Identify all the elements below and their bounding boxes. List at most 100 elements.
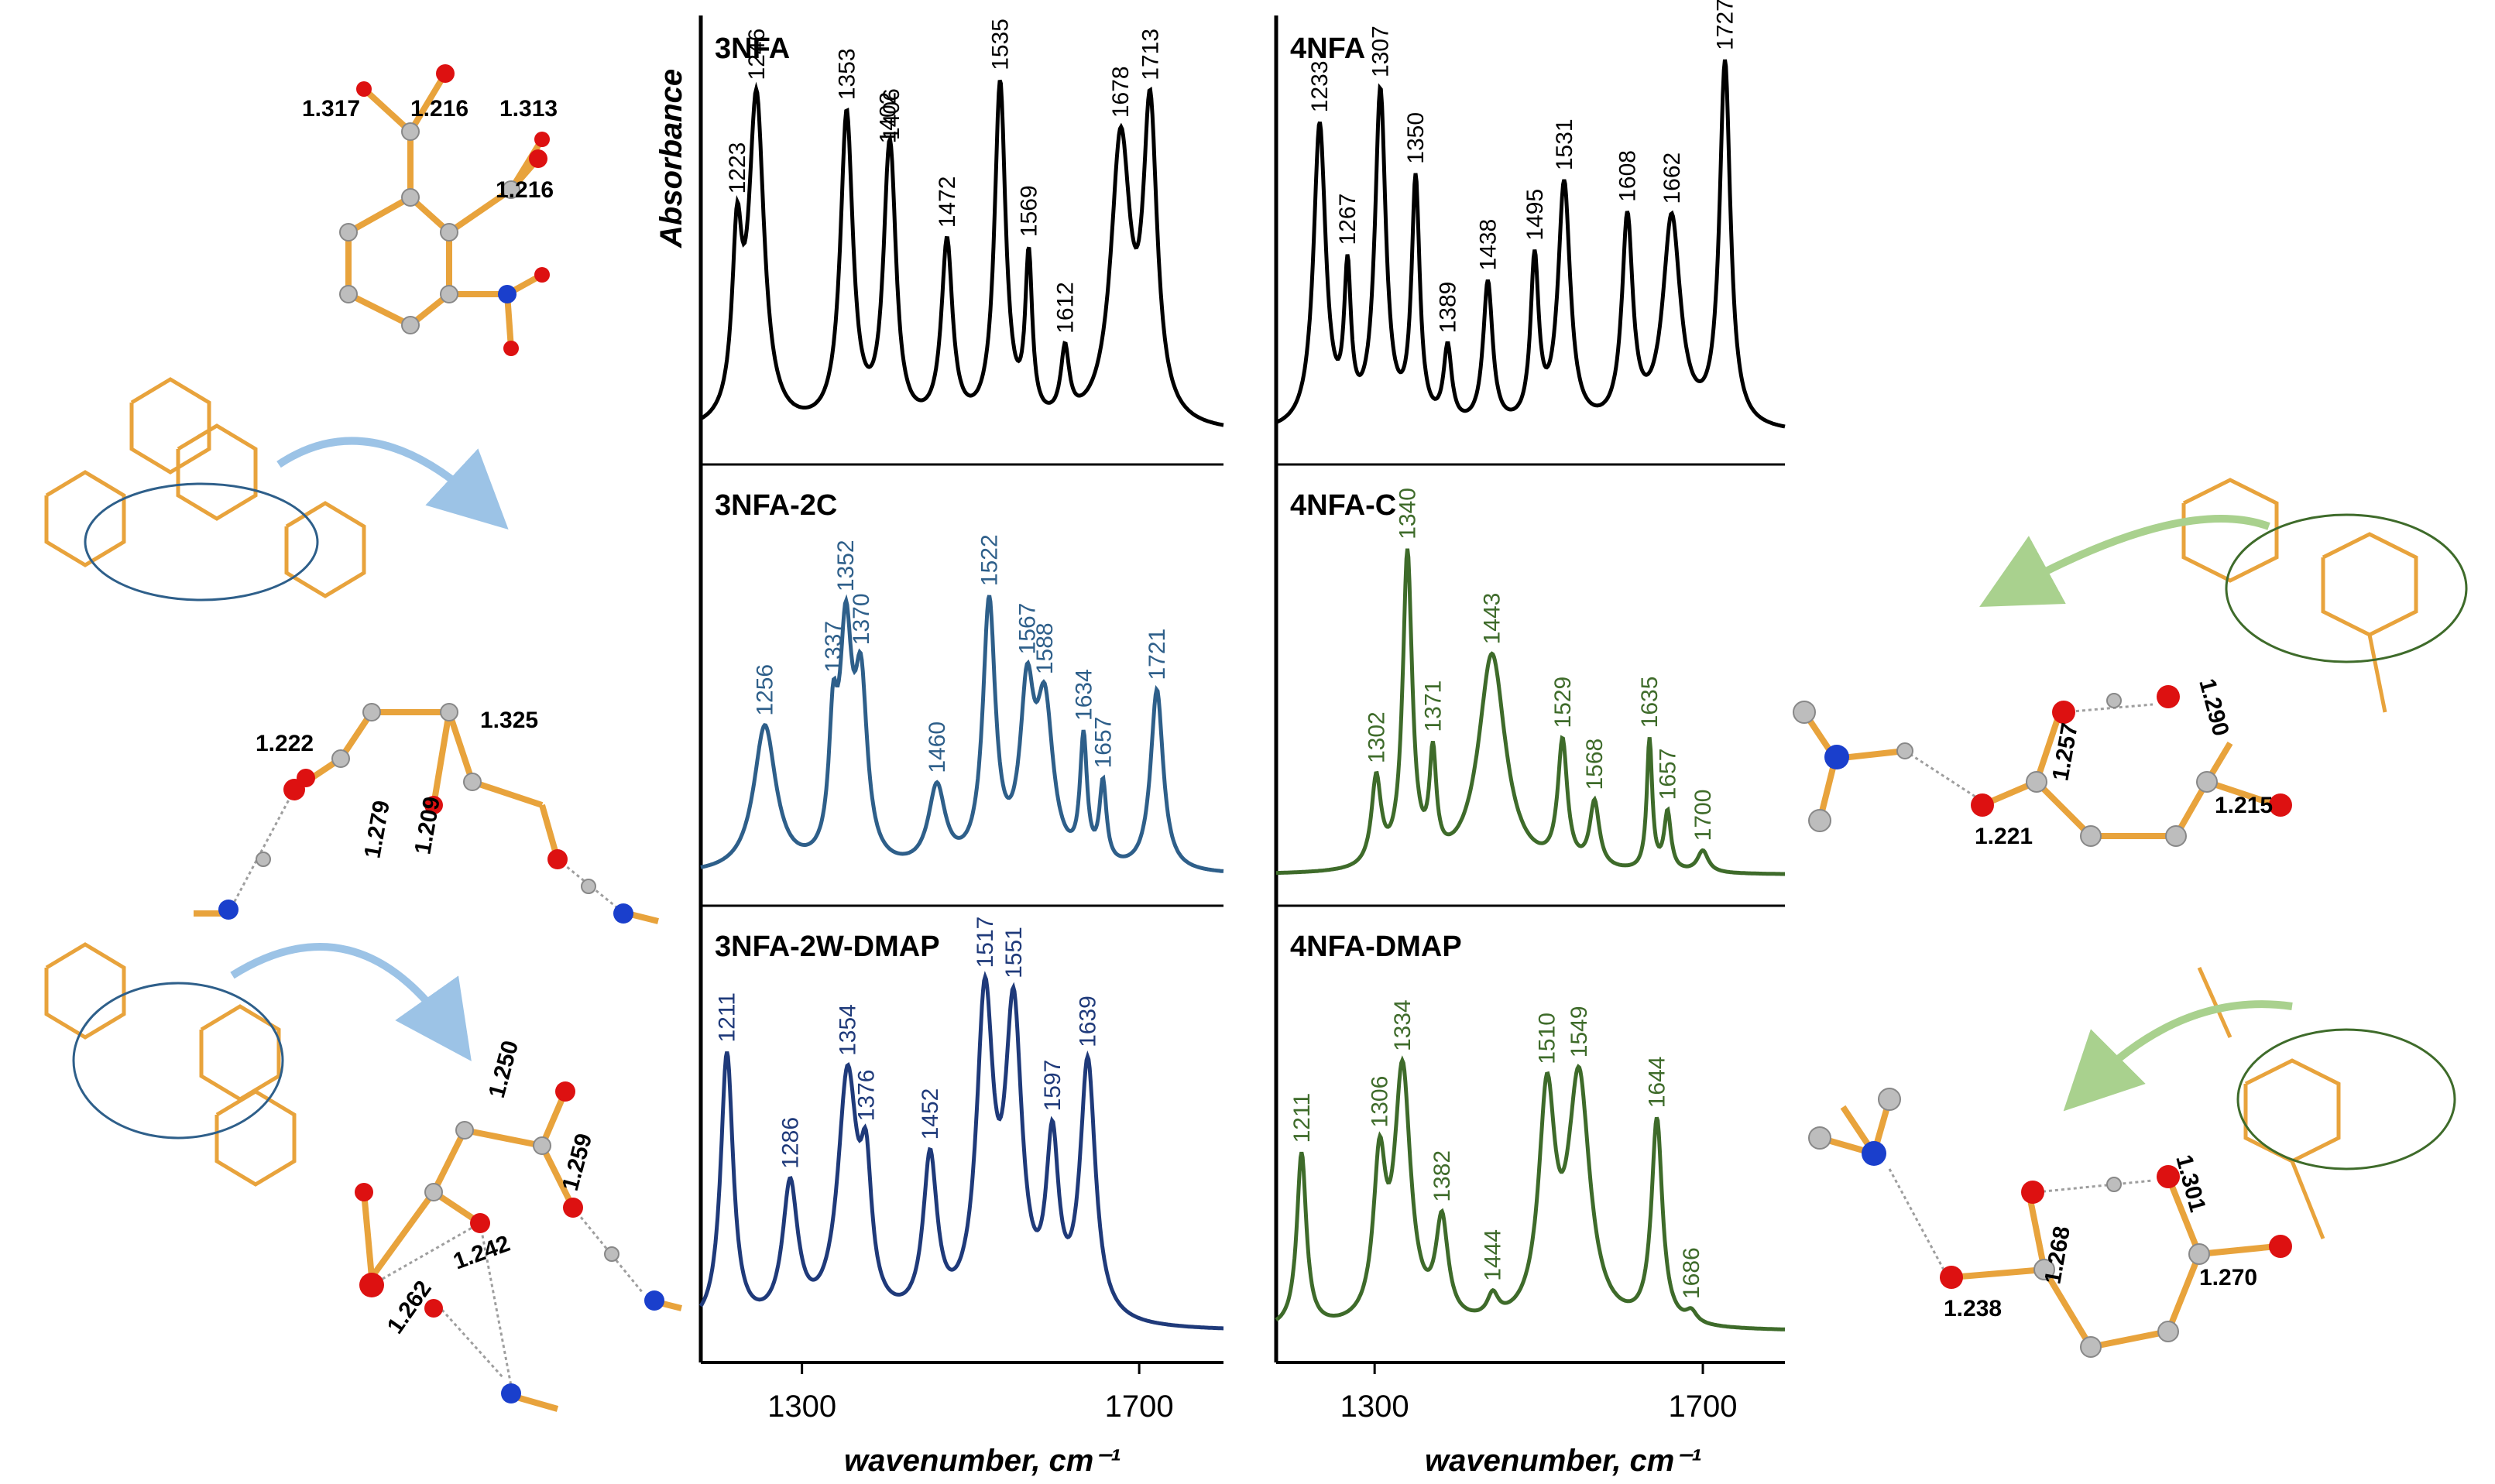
peak-label: 1517 — [973, 917, 998, 968]
bond-label: 1.317 — [302, 96, 360, 122]
peak-label: 1495 — [1522, 189, 1548, 241]
bond-label: 1.290 — [2194, 676, 2233, 739]
peak-label: 1568 — [1582, 739, 1608, 790]
structure-3nfa: 1.317 1.216 1.313 1.216 — [302, 64, 558, 356]
peak-label: 1686 — [1679, 1247, 1704, 1299]
peak-label: 1721 — [1145, 629, 1170, 680]
peak-label: 1522 — [976, 534, 1002, 586]
peak-label: 1713 — [1138, 29, 1163, 81]
peak-label: 1382 — [1429, 1150, 1455, 1202]
peak-label: 1438 — [1475, 219, 1501, 271]
peak-label: 1535 — [987, 19, 1013, 70]
peak-label: 1246 — [744, 29, 770, 81]
peak-label: 1337 — [821, 621, 846, 673]
peak-label: 1639 — [1076, 996, 1101, 1047]
peak-label: 1452 — [918, 1088, 943, 1140]
peak-label: 1267 — [1335, 194, 1361, 245]
peak-label: 1444 — [1481, 1229, 1506, 1281]
peak-label: 1286 — [777, 1117, 803, 1169]
panel-title: 4NFA-DMAP — [1290, 930, 1462, 963]
spectrum-line — [699, 79, 1224, 427]
peak-label: 1406 — [879, 88, 904, 140]
spectrum-line — [1275, 1055, 1785, 1331]
spectrum-line — [1276, 548, 1785, 876]
peak-label: 1597 — [1040, 1060, 1066, 1112]
peak-label: 1302 — [1364, 711, 1389, 763]
structure-4nfa-dmap: 1.301 1.268 1.238 1.270 — [1808, 966, 2456, 1358]
peak-label: 1334 — [1390, 999, 1416, 1051]
bond-label: 1.279 — [359, 799, 395, 861]
panel-title: 3NFA — [715, 33, 790, 65]
peak-label: 1353 — [834, 48, 860, 100]
bond-label: 1.270 — [2199, 1265, 2257, 1290]
bond-label: 1.268 — [2040, 1225, 2075, 1287]
panel-title: 4NFA-C — [1290, 489, 1396, 522]
peak-label: 1657 — [1090, 717, 1116, 769]
spectrum-panel: 4NFA-DMAP 1211 1306 1334 1382 1444 1510 1549 164… — [1275, 930, 1785, 1331]
peak-label: 1634 — [1071, 669, 1096, 721]
peak-label: 1644 — [1645, 1057, 1670, 1109]
bond-label: 1.216 — [496, 177, 554, 203]
peak-label: 1529 — [1550, 677, 1576, 728]
peak-label: 1211 — [715, 992, 740, 1043]
bond-label: 1.313 — [499, 96, 558, 122]
peak-label: 1608 — [1615, 150, 1641, 202]
structure-4nfa-c: 1.257 1.290 1.221 1.215 — [1793, 478, 2468, 849]
panel-title: 3NFA-2W-DMAP — [715, 930, 940, 963]
bond-label: 1.238 — [1944, 1296, 2002, 1321]
bond-label: 1.221 — [1975, 824, 2033, 849]
peak-label: 1402 — [876, 92, 901, 144]
x-tick-label: 1300 — [1340, 1390, 1409, 1424]
peak-label: 1678 — [1108, 66, 1134, 118]
peak-label: 1211 — [1289, 1093, 1315, 1143]
peak-label: 1588 — [1032, 622, 1058, 674]
peak-label: 1531 — [1552, 118, 1577, 170]
bond-label: 1.209 — [410, 795, 445, 857]
x-axis-label-left: wavenumber, cm⁻¹ — [844, 1444, 1121, 1478]
bond-label: 1.215 — [2215, 793, 2273, 818]
peak-label: 1569 — [1017, 185, 1042, 237]
structure-3nfa-2c: 1.222 1.279 1.209 1.325 — [44, 377, 659, 924]
peak-label: 1727 — [1713, 0, 1738, 50]
peak-label: 1551 — [1001, 927, 1027, 978]
peak-label: 1256 — [753, 664, 778, 716]
spectrum-line — [1275, 59, 1786, 429]
peak-label: 1389 — [1435, 282, 1460, 334]
peak-label: 1549 — [1567, 1006, 1592, 1057]
peak-label: 1443 — [1480, 593, 1505, 645]
panel-title: 3NFA-2C — [715, 489, 837, 522]
peak-label: 1662 — [1659, 153, 1685, 204]
peak-label: 1700 — [1690, 790, 1716, 841]
peak-label: 1307 — [1368, 26, 1394, 77]
spectrum-line — [700, 594, 1224, 873]
peak-label: 1306 — [1368, 1076, 1393, 1128]
bond-label: 1.250 — [484, 1038, 523, 1101]
panel-title: 4NFA — [1290, 33, 1365, 65]
bond-label: 1.222 — [256, 731, 314, 756]
x-tick-label: 1700 — [1669, 1390, 1738, 1424]
spectrum-panel: 3NFA-2W-DMAP 1211 1286 1354 1376 1452 1517 1551… — [698, 917, 1223, 1331]
peak-label: 1567 — [1014, 603, 1040, 655]
structure-3nfa-2w-dmap: 1.250 1.259 1.262 1.242 — [44, 942, 682, 1412]
x-tick-label: 1700 — [1105, 1390, 1174, 1424]
peak-label: 1376 — [853, 1069, 879, 1121]
peak-label: 1510 — [1535, 1013, 1560, 1064]
peak-label: 1223 — [725, 142, 750, 194]
bond-label: 1.325 — [480, 708, 538, 733]
x-axis-label-right: wavenumber, cm⁻¹ — [1425, 1444, 1701, 1478]
spectra-panels: 1300 1700 1300 1700 3NFA 1223 1246 1353 14021406… — [698, 0, 1786, 1424]
y-axis-label: Absorbance — [654, 69, 688, 248]
peak-label: 1350 — [1403, 112, 1429, 164]
bond-label: 1.259 — [558, 1131, 597, 1194]
bond-label: 1.216 — [410, 96, 468, 122]
peak-label: 1352 — [833, 540, 859, 591]
x-tick-label: 1300 — [767, 1390, 836, 1424]
peak-label: 1370 — [849, 593, 874, 645]
peak-label: 1472 — [935, 176, 960, 228]
peak-label: 1612 — [1052, 282, 1078, 334]
